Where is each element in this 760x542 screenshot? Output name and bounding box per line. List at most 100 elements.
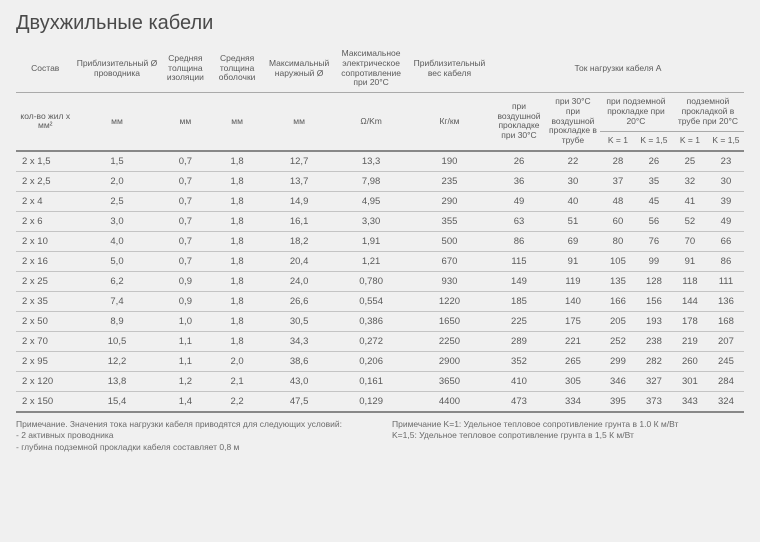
cell: 47,5 (263, 391, 335, 412)
sub-composition: кол-во жил x мм² (16, 93, 74, 151)
cell: 373 (636, 391, 672, 412)
cell: 30,5 (263, 311, 335, 331)
sub-k15-a: K = 1,5 (636, 131, 672, 151)
cell: 4400 (407, 391, 492, 412)
cell: 193 (636, 311, 672, 331)
cell: 3,30 (335, 211, 407, 231)
cell: 4,95 (335, 191, 407, 211)
cell: 1220 (407, 291, 492, 311)
sub-k1-b: K = 1 (672, 131, 708, 151)
sub-under20: при подземной прокладке при 20°C (600, 93, 672, 132)
footnote-l2: - 2 активных проводника (16, 430, 368, 441)
cell: 2 x 2,5 (16, 171, 74, 191)
cell: 45 (636, 191, 672, 211)
cell: 2 x 70 (16, 331, 74, 351)
cell: 1,5 (74, 151, 159, 172)
cell: 355 (407, 211, 492, 231)
footnote-l1: Примечание. Значения тока нагрузки кабел… (16, 419, 368, 430)
cell: 52 (672, 211, 708, 231)
cell: 60 (600, 211, 636, 231)
cell: 136 (708, 291, 744, 311)
cell: 473 (492, 391, 546, 412)
cell: 43,0 (263, 371, 335, 391)
cell: 2 x 16 (16, 251, 74, 271)
cell: 299 (600, 351, 636, 371)
cell: 49 (492, 191, 546, 211)
cell: 2 x 4 (16, 191, 74, 211)
cell: 49 (708, 211, 744, 231)
cell: 343 (672, 391, 708, 412)
cell: 2 x 25 (16, 271, 74, 291)
cell: 2 x 6 (16, 211, 74, 231)
sub-ohm: Ω/Km (335, 93, 407, 151)
sub-k15-b: K = 1,5 (708, 131, 744, 151)
sub-under20-tube: подземной прокладкой в трубе при 20°C (672, 93, 744, 132)
cell: 221 (546, 331, 600, 351)
cell: 37 (600, 171, 636, 191)
cell: 56 (636, 211, 672, 231)
footnote-l3: - глубина подземной прокладки кабеля сос… (16, 442, 368, 453)
cell: 36 (492, 171, 546, 191)
cell: 0,272 (335, 331, 407, 351)
cell: 30 (546, 171, 600, 191)
cell: 13,8 (74, 371, 159, 391)
footnote-left: Примечание. Значения тока нагрузки кабел… (16, 419, 368, 453)
cell: 238 (636, 331, 672, 351)
cell: 1,8 (211, 211, 263, 231)
cell: 178 (672, 311, 708, 331)
cell: 500 (407, 231, 492, 251)
cell: 1,8 (211, 251, 263, 271)
cell: 410 (492, 371, 546, 391)
cell: 2,0 (74, 171, 159, 191)
cell: 0,9 (160, 271, 212, 291)
cell: 252 (600, 331, 636, 351)
cell: 1,8 (211, 331, 263, 351)
cell: 2900 (407, 351, 492, 371)
footnote-right: Примечание K=1: Удельное тепловое сопрот… (392, 419, 744, 453)
cell: 1650 (407, 311, 492, 331)
cell: 23 (708, 151, 744, 172)
cell: 2 x 50 (16, 311, 74, 331)
cell: 40 (546, 191, 600, 211)
footnote-r1: Примечание K=1: Удельное тепловое сопрот… (392, 419, 744, 430)
cell: 2 x 120 (16, 371, 74, 391)
cell: 2250 (407, 331, 492, 351)
cell: 2,1 (211, 371, 263, 391)
table-row: 2 x 42,50,71,814,94,95290494048454139 (16, 191, 744, 211)
cell: 0,7 (160, 251, 212, 271)
cell: 30 (708, 171, 744, 191)
cell: 324 (708, 391, 744, 412)
cell: 2,5 (74, 191, 159, 211)
cell: 334 (546, 391, 600, 412)
cell: 35 (636, 171, 672, 191)
cell: 12,2 (74, 351, 159, 371)
cell: 3,0 (74, 211, 159, 231)
cell: 118 (672, 271, 708, 291)
cell: 10,5 (74, 331, 159, 351)
cell: 34,3 (263, 331, 335, 351)
sub-k1-a: K = 1 (600, 131, 636, 151)
table-row: 2 x 12013,81,22,143,00,16136504103053463… (16, 371, 744, 391)
cell: 0,7 (160, 191, 212, 211)
cell: 2 x 150 (16, 391, 74, 412)
cell: 930 (407, 271, 492, 291)
cell: 1,8 (211, 291, 263, 311)
cell: 115 (492, 251, 546, 271)
cell: 86 (492, 231, 546, 251)
cell: 14,9 (263, 191, 335, 211)
cell: 2 x 35 (16, 291, 74, 311)
cell: 225 (492, 311, 546, 331)
sub-mm-4: мм (263, 93, 335, 151)
sub-mm-1: мм (74, 93, 159, 151)
cell: 190 (407, 151, 492, 172)
cell: 0,7 (160, 171, 212, 191)
cell: 166 (600, 291, 636, 311)
cell: 16,1 (263, 211, 335, 231)
cell: 39 (708, 191, 744, 211)
cell: 301 (672, 371, 708, 391)
cell: 144 (672, 291, 708, 311)
col-approx-diam: Приблизительный Ø проводника (74, 45, 159, 93)
cell: 25 (672, 151, 708, 172)
cell: 20,4 (263, 251, 335, 271)
cell: 12,7 (263, 151, 335, 172)
